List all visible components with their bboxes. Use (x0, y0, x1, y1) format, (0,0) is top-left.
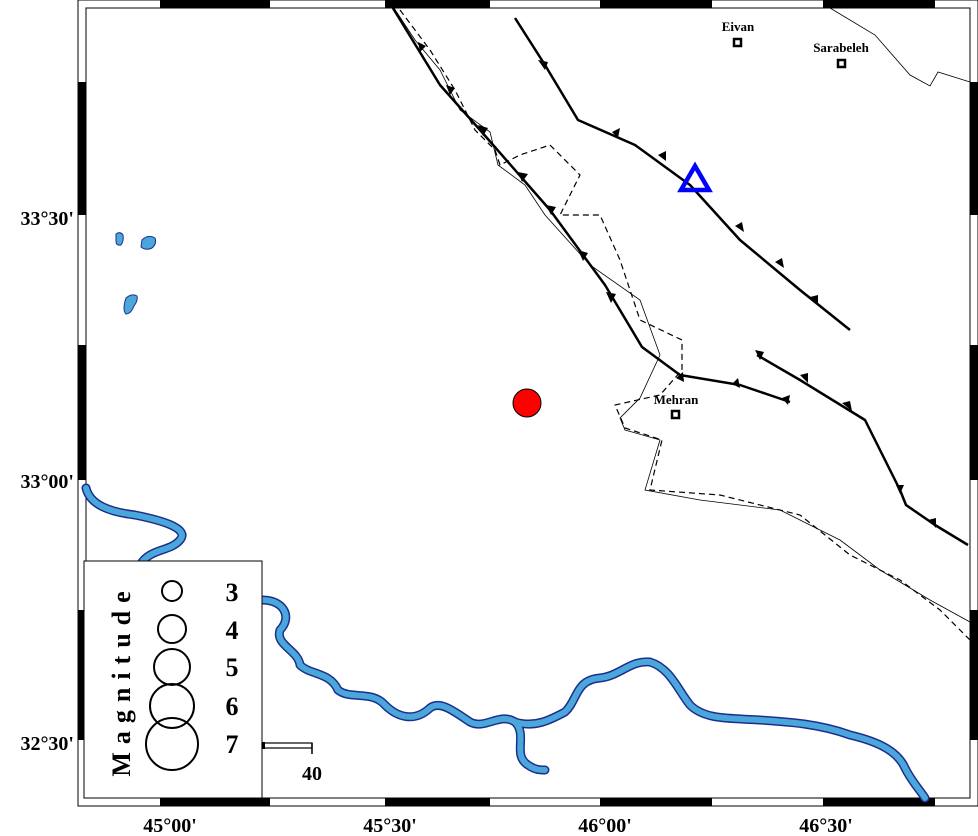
city-mehran: Mehran (654, 392, 700, 420)
city-label: Mehran (654, 392, 700, 407)
longitude-labels: 45°00' 45°30' 46°00' 46°30' (143, 815, 853, 836)
legend-mag: 7 (226, 730, 239, 759)
legend-circle-4 (157, 614, 187, 644)
legend-circle-7 (145, 717, 199, 771)
lon-label: 45°00' (143, 815, 197, 836)
lakes (115, 232, 157, 315)
latitude-labels: 33°30' 33°00' 32°30' (20, 208, 74, 755)
border-lines (391, 4, 971, 641)
lon-label: 45°30' (363, 815, 417, 836)
station-triangle-icon[interactable] (677, 161, 713, 193)
legend-title: Magnitude (107, 583, 136, 776)
lat-label: 33°00' (20, 471, 74, 493)
legend-mag: 3 (226, 578, 239, 607)
legend-mag: 5 (226, 653, 239, 682)
scale-bar: 40 (261, 742, 322, 785)
epicenter-marker[interactable] (512, 388, 542, 418)
fault-teeth (418, 42, 936, 528)
city-label: Sarabeleh (813, 40, 869, 55)
city-eivan: Eivan (722, 19, 755, 48)
legend-mag: 4 (226, 616, 239, 645)
lat-label: 32°30' (20, 733, 74, 755)
lat-label: 33°30' (20, 208, 74, 230)
lon-label: 46°30' (799, 815, 853, 836)
fault-2 (513, 17, 851, 331)
fault-1 (386, 0, 791, 404)
legend-mag: 6 (226, 692, 239, 721)
legend-circle-6 (149, 683, 195, 729)
city-sarabeleh: Sarabeleh (813, 40, 870, 69)
city-label: Eivan (722, 19, 755, 34)
magnitude-legend: Magnitude 3 4 5 6 7 (83, 560, 263, 799)
legend-circle-3 (161, 580, 183, 602)
lon-label: 46°00' (578, 815, 632, 836)
scale-bar-label: 40 (302, 763, 322, 785)
